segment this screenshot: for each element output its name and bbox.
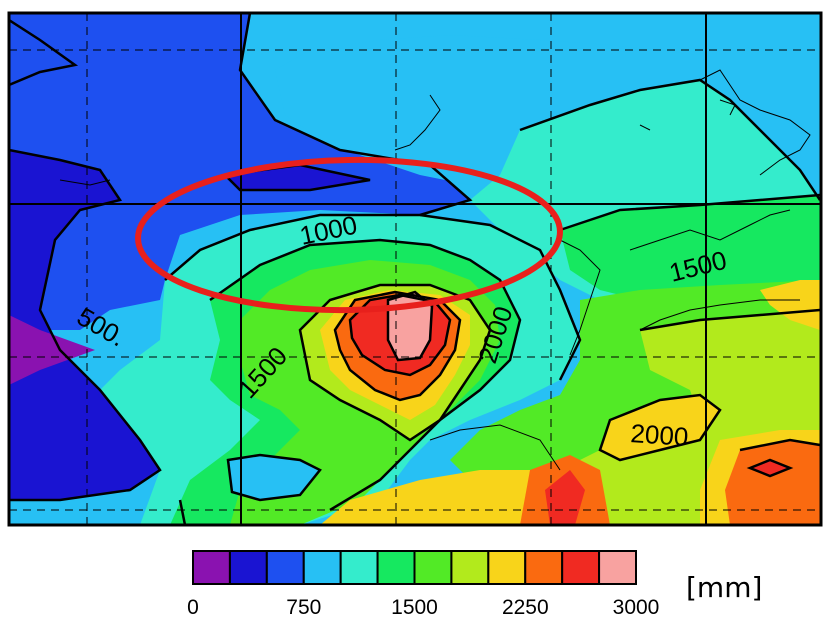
colorbar-cell	[192, 550, 231, 585]
colorbar-tick-label: 750	[286, 596, 321, 619]
colorbar-cell	[376, 550, 416, 585]
colorbar-cell	[450, 550, 490, 585]
colorbar-tick-label: 3000	[613, 596, 660, 619]
colorbar-tick-label: 0	[187, 596, 199, 619]
contour-lines	[9, 13, 821, 525]
colorbar-cells	[192, 550, 638, 585]
colorbar-cell	[598, 550, 638, 585]
colorbar-unit-label: [mm]	[686, 571, 762, 604]
colorbar-cell	[265, 550, 305, 585]
colorbar-tick-label: 1500	[391, 596, 438, 619]
grid	[9, 13, 821, 525]
colorbar-cell	[339, 550, 379, 585]
colorbar-tick-label: 2250	[502, 596, 549, 619]
contour-label-2000-east: 2000	[630, 418, 690, 452]
map-frame	[7, 11, 823, 527]
colorbar-cell	[302, 550, 342, 585]
colorbar-cell	[561, 550, 601, 585]
precipitation-map: 500. 1000 1500 1500 2000 2000	[7, 11, 823, 527]
colorbar-cell	[524, 550, 564, 585]
colorbar-cell	[228, 550, 268, 585]
precipitation-fill	[9, 13, 821, 525]
colorbar-cell	[487, 550, 527, 585]
highlight-ellipse	[135, 156, 563, 314]
colorbar-cell	[413, 550, 453, 585]
colorbar-tick-labels: 0 750 1500 2250 3000	[187, 596, 659, 619]
